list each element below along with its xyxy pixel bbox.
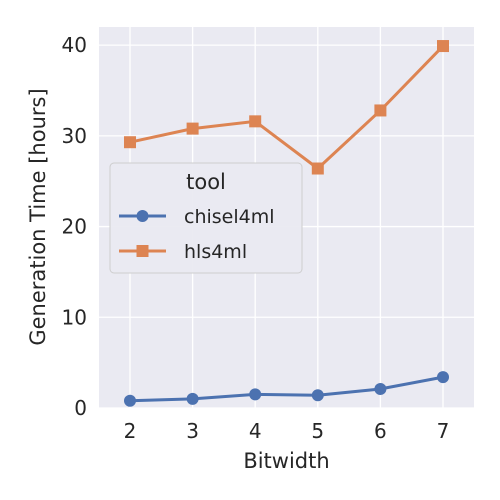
y-tick-label: 20 [62,215,87,239]
series-hls4ml [124,40,449,175]
data-point-chisel4ml [186,392,199,405]
data-point-chisel4ml [437,371,449,384]
data-point-hls4ml [437,40,449,53]
legend-swatch-marker [136,210,149,222]
data-point-chisel4ml [249,388,262,401]
legend-swatch-marker [136,245,149,257]
series-line-hls4ml [128,44,445,171]
y-tick-label: 30 [62,124,87,148]
legend-label: hls4ml [184,241,247,263]
series-line-chisel4ml [128,375,445,403]
y-axis-label: Generation Time [hours] [26,88,50,345]
x-tick-label: 5 [311,419,324,443]
data-point-hls4ml [374,104,387,117]
x-tick-labels: 2 3 4 5 6 7 [124,419,450,443]
series-chisel4ml [124,371,449,407]
y-tick-label: 0 [74,396,87,420]
legend-title: tool [186,170,226,194]
legend-frame [109,162,303,274]
y-tick-label: 10 [62,305,87,329]
data-point-hls4ml [186,122,199,135]
x-tick-label: 2 [124,419,137,443]
legend-item-hls4ml: hls4ml [119,241,247,263]
legend-entries: chisel4ml hls4ml [119,206,275,263]
x-tick-label: 4 [249,419,262,443]
legend: tool chisel4ml hls4ml [109,162,303,274]
data-point-chisel4ml [374,382,387,395]
data-point-hls4ml [124,136,136,149]
data-point-chisel4ml [124,394,136,407]
legend-item-chisel4ml: chisel4ml [119,206,275,228]
x-axis-label: Bitwidth [243,449,329,473]
data-point-hls4ml [249,115,262,128]
y-tick-labels: 0 10 20 30 40 [62,33,87,420]
series-lines [124,40,449,407]
x-tick-label: 7 [437,419,450,443]
data-point-hls4ml [311,162,324,175]
y-tick-label: 40 [62,33,87,57]
legend-label: chisel4ml [184,206,275,228]
x-tick-label: 6 [374,419,387,443]
data-point-chisel4ml [311,389,324,402]
x-tick-label: 3 [186,419,199,443]
